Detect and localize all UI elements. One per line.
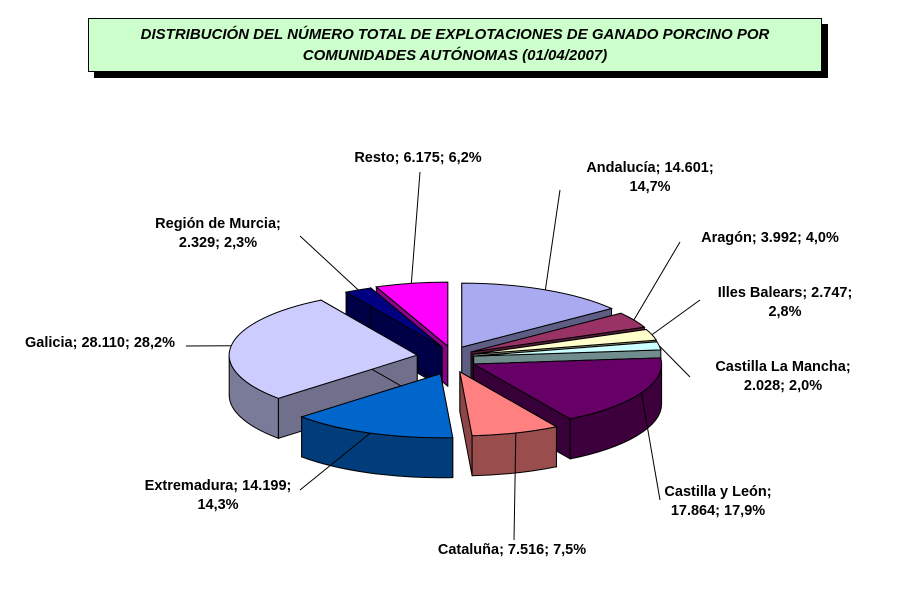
chart-title: DISTRIBUCIÓN DEL NÚMERO TOTAL DE EXPLOTA… — [140, 26, 770, 64]
leader-line — [299, 432, 371, 491]
leader-line — [640, 392, 661, 501]
slice-label: Aragón; 3.992; 4,0% — [701, 230, 839, 246]
pie-slice-castilla-y-león — [471, 357, 663, 460]
leader-line — [633, 241, 681, 321]
leader-line — [658, 345, 691, 378]
leader-line — [544, 189, 561, 290]
leader-line — [410, 171, 421, 284]
pie-slice-región-de-murcia — [344, 286, 443, 389]
slice-label: Galicia; 28.110; 28,2% — [25, 335, 175, 351]
leader-line — [513, 432, 517, 541]
slice-label: Andalucía; 14.601; 14,7% — [586, 160, 713, 195]
slice-label: Extremadura; 14.199; 14,3% — [145, 478, 292, 513]
pie-slice-cataluña — [459, 370, 558, 477]
slice-label: Illes Balears; 2.747; 2,8% — [718, 285, 853, 320]
slice-label: Resto; 6.175; 6,2% — [354, 150, 481, 166]
slice-label: Castilla La Mancha; 2.028; 2,0% — [715, 359, 850, 394]
slice-label: Región de Murcia; 2.329; 2,3% — [155, 216, 281, 251]
pie-slice-extremadura — [300, 373, 454, 479]
slice-label: Castilla y León; 17.864; 17,9% — [664, 484, 771, 519]
chart-title-box: DISTRIBUCIÓN DEL NÚMERO TOTAL DE EXPLOTA… — [88, 18, 822, 72]
leader-line — [651, 299, 701, 336]
leader-line — [299, 235, 359, 291]
slice-label: Cataluña; 7.516; 7,5% — [438, 542, 586, 558]
